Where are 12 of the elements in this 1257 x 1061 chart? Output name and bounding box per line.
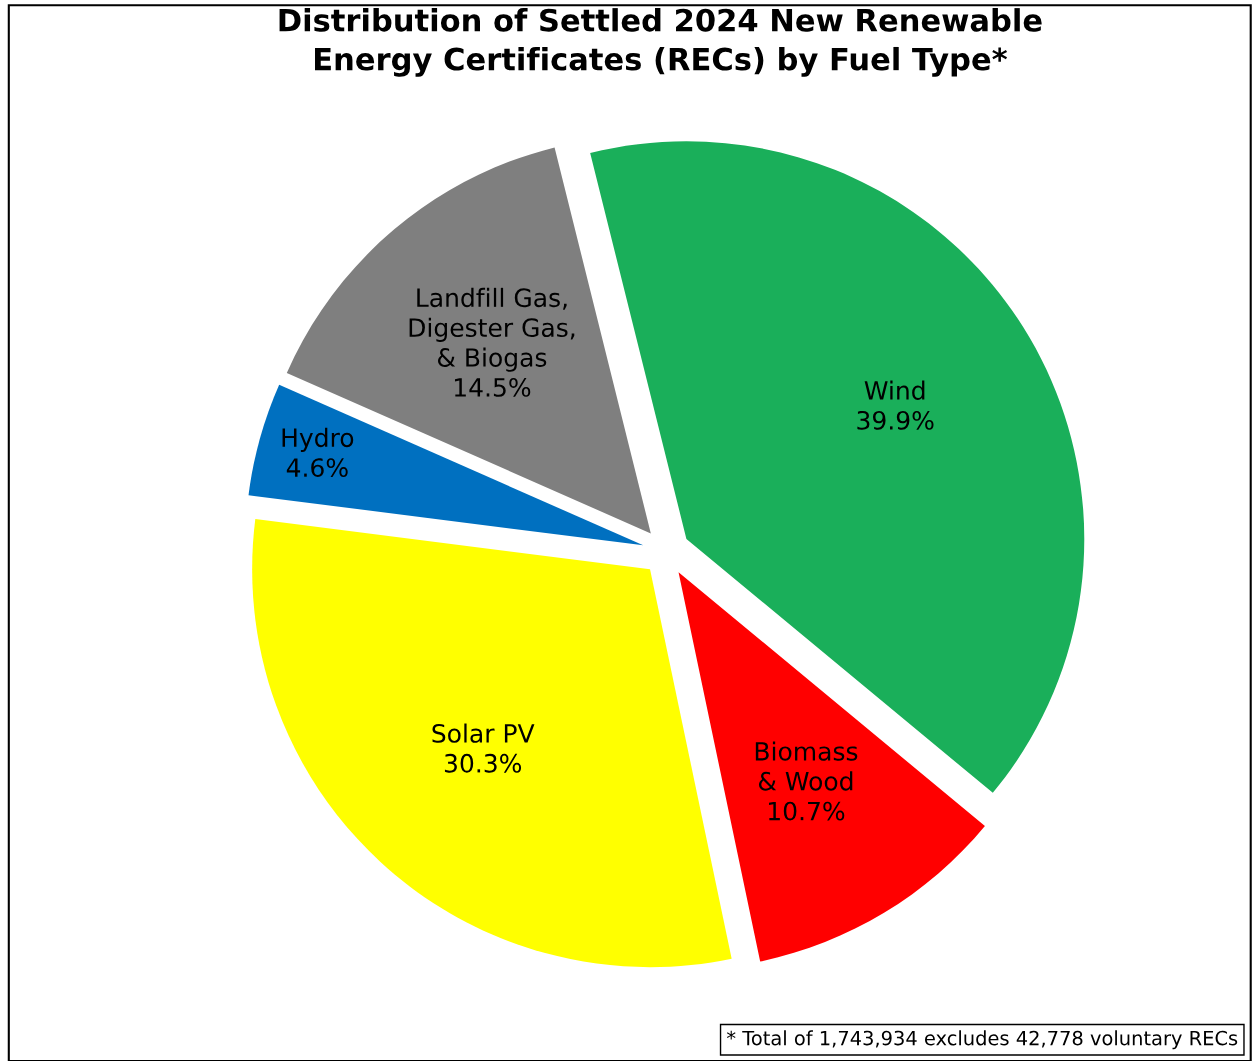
slice-label: Solar PV: [432, 723, 535, 743]
data-label: 14.5%: [454, 377, 531, 397]
text: * Total of 1,743,934 excludes 42,778 voluntary RECs: [726, 1030, 1238, 1050]
slice-label: Hydro: [282, 427, 354, 452]
data-label: 10.7%: [769, 801, 845, 821]
slice-label: Landfill Gas, Digester Gas, & Biogas: [409, 287, 575, 372]
chart-title: Distribution of Settled 2024 New Renewable Energy Certificates (RECs) by Fuel Type*: [279, 8, 1042, 77]
slice-label: Wind: [864, 380, 925, 400]
data-label: 30.3%: [444, 753, 522, 773]
slice-label: Biomass & Wood: [755, 741, 858, 791]
data-label: 39.9%: [857, 410, 934, 430]
data-label: 4.6%: [286, 458, 348, 478]
